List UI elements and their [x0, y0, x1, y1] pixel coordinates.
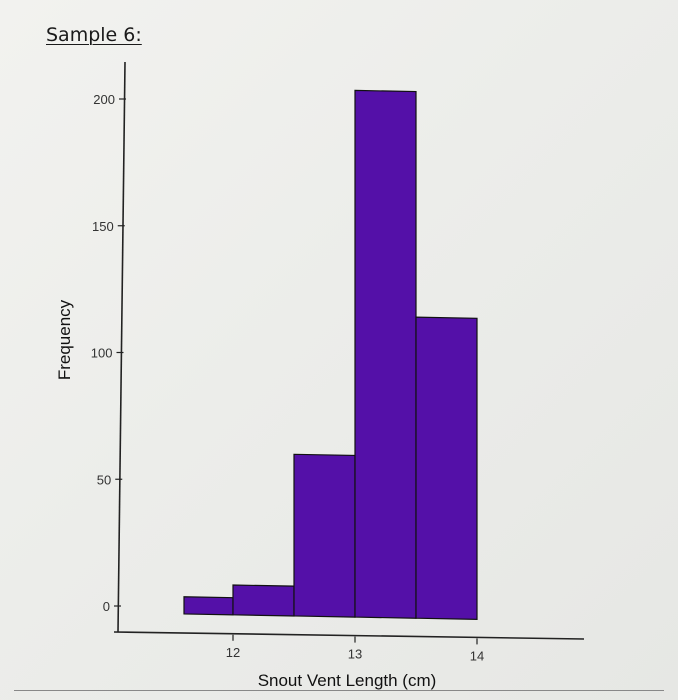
y-tick-label: 50: [97, 472, 111, 487]
histogram-bar: [415, 316, 478, 620]
x-tick-label: 14: [470, 648, 484, 663]
histogram-bar: [183, 596, 234, 616]
sample-title: Sample 6:: [46, 24, 142, 46]
histogram-bar: [232, 584, 295, 617]
y-axis-title: Frequency: [55, 299, 74, 380]
x-tick-label: 12: [226, 645, 240, 660]
y-ticks-group: 0 50 100 150 200: [91, 92, 126, 614]
y-tick-label: 100: [91, 346, 113, 361]
x-tick-label: 13: [348, 647, 362, 662]
bars-group: [183, 89, 478, 620]
histogram-bar: [293, 453, 356, 618]
divider-line: [14, 690, 664, 691]
y-axis-line: [117, 61, 126, 633]
x-axis-line: [113, 631, 585, 640]
x-ticks-group: 12 13 14: [226, 634, 484, 663]
y-tick-label: 150: [92, 219, 114, 234]
y-tick-label: 200: [93, 92, 115, 107]
x-axis-title: Snout Vent Length (cm): [258, 671, 437, 690]
histogram-bar: [354, 89, 417, 619]
y-tick-label: 0: [103, 599, 110, 614]
